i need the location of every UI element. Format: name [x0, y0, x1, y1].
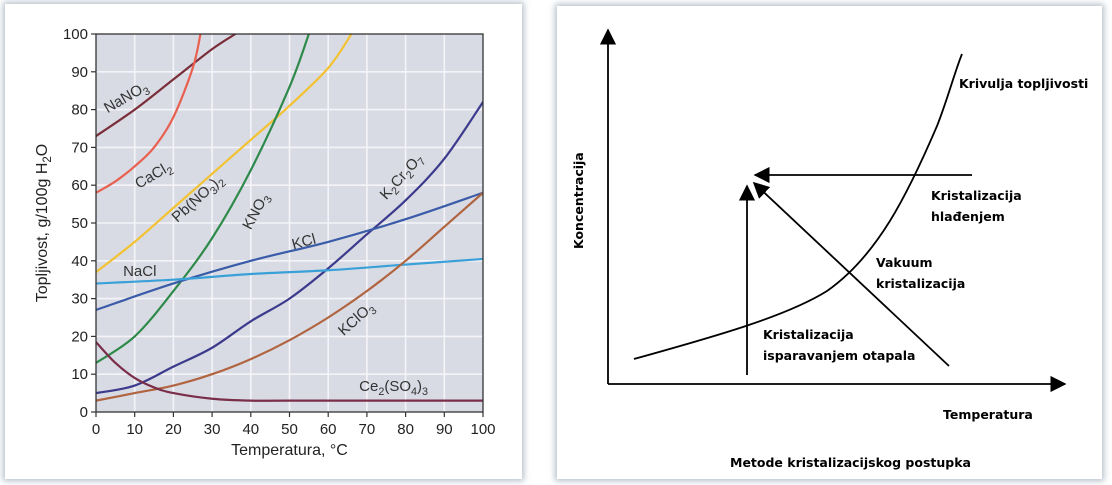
solubility-curve: [633, 53, 963, 360]
label-cooling-line2: hlađenjem: [931, 209, 1005, 224]
x-axis-label: Temperatura, °C: [231, 442, 348, 459]
series-line-kcl: [96, 191, 483, 312]
y-tick-label: 60: [71, 177, 88, 194]
label-nacl: NaCl: [123, 263, 156, 280]
series-line-kcro: [96, 100, 483, 395]
series-line-kclo: [96, 191, 483, 402]
x-tick-label: 90: [436, 421, 453, 438]
y-tick-label: 10: [71, 366, 88, 383]
x-tick-label: 60: [320, 421, 337, 438]
y-tick-label: 40: [71, 253, 88, 270]
series-line-nano: [96, 34, 237, 138]
y-tick-label: 50: [71, 215, 88, 232]
series-line-cacl: [96, 34, 202, 194]
y-tick-label: 0: [80, 404, 88, 421]
y-tick-label: 90: [71, 64, 88, 81]
x-tick-label: 0: [92, 421, 100, 438]
x-axis-label: Temperatura: [943, 407, 1033, 422]
label-ce2so43: Ce2(SO4)3: [359, 378, 428, 398]
x-tick-label: 100: [470, 421, 495, 438]
chart-title: Metode kristalizacijskog postupka: [730, 455, 971, 470]
label-solubility-curve: Krivulja topljivosti: [959, 76, 1088, 91]
series-line-kno: [96, 34, 310, 364]
solubility-chart: 0 10 20 30 40 50 60 70 80 90 100 0 10 20 30 40 50 60 70 80 9…: [34, 26, 496, 459]
x-tick-label: 30: [204, 421, 221, 438]
series-line-ceso: [96, 340, 483, 402]
label-evaporation-line1: Kristalizacija: [763, 327, 854, 342]
x-tick-label: 20: [165, 421, 182, 438]
y-axis-label: Koncentracija: [571, 152, 586, 249]
y-tick-label: 70: [71, 139, 88, 156]
label-vacuum-line1: Vakuum: [876, 255, 933, 270]
y-axis-label: Topljivost, g/100g H2O: [34, 144, 54, 303]
label-vacuum-line2: kristalizacija: [876, 276, 965, 291]
x-tick-label: 70: [359, 421, 376, 438]
solubility-chart-panel: 0 10 20 30 40 50 60 70 80 90 100 0 10 20 30 40 50 60 70 80 9…: [5, 4, 522, 479]
x-tick-label: 10: [126, 421, 143, 438]
x-tick-label: 40: [242, 421, 259, 438]
label-cooling-line1: Kristalizacija: [931, 188, 1022, 203]
y-tick-label: 30: [71, 291, 88, 308]
x-tick-label: 80: [397, 421, 414, 438]
x-tick-label: 50: [281, 421, 298, 438]
series-line-pbno: [96, 34, 353, 274]
y-tick-label: 100: [63, 26, 88, 43]
y-tick-label: 80: [71, 102, 88, 119]
crystallization-diagram-panel: Koncentracija Temperatura Metode kristal…: [557, 6, 1102, 479]
series-line-nacl: [96, 257, 483, 285]
crystallization-diagram: Koncentracija Temperatura Metode kristal…: [571, 28, 1088, 470]
vacuum-arrow: [752, 181, 950, 367]
y-tick-label: 20: [71, 328, 88, 345]
label-evaporation-line2: isparavanjem otapala: [763, 348, 915, 363]
label-kcl: KCl: [290, 231, 318, 254]
